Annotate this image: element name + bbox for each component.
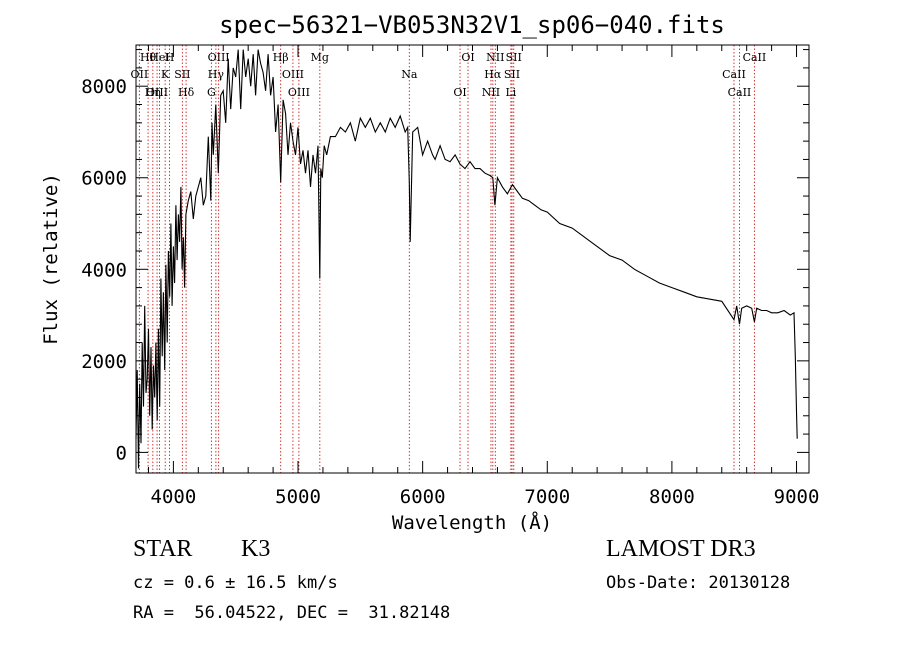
line-label: HeI <box>149 51 169 64</box>
line-label: H <box>165 51 175 64</box>
line-label: Mg <box>311 51 329 64</box>
line-label: CaII <box>722 68 746 81</box>
y-tick-label: 6000 <box>81 168 127 190</box>
x-tick-label: 8000 <box>649 486 695 508</box>
line-label: CaII <box>728 86 752 99</box>
spectral-line-markers <box>138 45 755 473</box>
line-label: OIII <box>208 51 230 64</box>
line-label: Hθ <box>140 51 157 64</box>
x-tick-label: 9000 <box>774 486 820 508</box>
line-label: OIII <box>288 86 310 99</box>
line-label: NII <box>486 51 504 64</box>
x-tick-label: 7000 <box>524 486 570 508</box>
line-label: G <box>207 86 216 99</box>
y-tick-label: 4000 <box>81 259 127 281</box>
y-axis: 0 2000 4000 6000 8000 <box>81 49 809 464</box>
line-label: OII <box>131 68 149 81</box>
line-label: Hβ <box>273 51 289 64</box>
coordinates-readout: RA = 56.04522, DEC = 31.82148 <box>133 603 451 623</box>
line-label: Na <box>401 68 418 81</box>
spectrum-line <box>135 49 798 469</box>
x-tick-label: 5000 <box>275 486 321 508</box>
line-label: OIII <box>146 86 168 99</box>
y-tick-label: 2000 <box>81 351 127 373</box>
line-label: Hη <box>145 86 161 99</box>
line-label: Hγ <box>208 68 225 81</box>
line-label: Hδ <box>178 86 195 99</box>
line-label: NII <box>482 86 500 99</box>
line-label: Li <box>505 86 516 99</box>
y-tick-label: 0 <box>116 442 127 464</box>
line-label: OI <box>461 51 474 64</box>
line-label: SII <box>504 68 520 81</box>
line-label: OI <box>453 86 466 99</box>
x-axis-label: Wavelength (Å) <box>392 511 552 534</box>
line-label: K <box>161 68 170 81</box>
line-label: SII <box>506 51 522 64</box>
y-tick-label: 8000 <box>81 76 127 98</box>
survey-name: LAMOST DR3 <box>606 536 756 562</box>
x-tick-label: 4000 <box>151 486 197 508</box>
redshift-readout: cz = 0.6 ± 16.5 km/s <box>133 573 338 593</box>
spectral-line-labels: Hθ OII OIII HeI KHη H SII Hδ OIII Hγ G Hβ OIII OIII Mg… <box>131 51 767 99</box>
plot-frame <box>135 44 810 474</box>
line-label: OIII <box>282 68 304 81</box>
x-tick-label: 6000 <box>400 486 446 508</box>
y-axis-label: Flux (relative) <box>40 173 62 345</box>
x-axis: 4000 5000 6000 7000 8000 9000 <box>147 45 820 508</box>
star-class: STAR <box>133 536 193 562</box>
line-label: SII <box>174 68 190 81</box>
star-subclass: K3 <box>241 536 271 562</box>
line-label: Hα <box>484 68 502 81</box>
chart-title: spec−56321−VB053N32V1_sp06−040.fits <box>219 11 725 39</box>
observation-date: Obs-Date: 20130128 <box>606 573 791 593</box>
line-label: CaII <box>743 51 767 64</box>
